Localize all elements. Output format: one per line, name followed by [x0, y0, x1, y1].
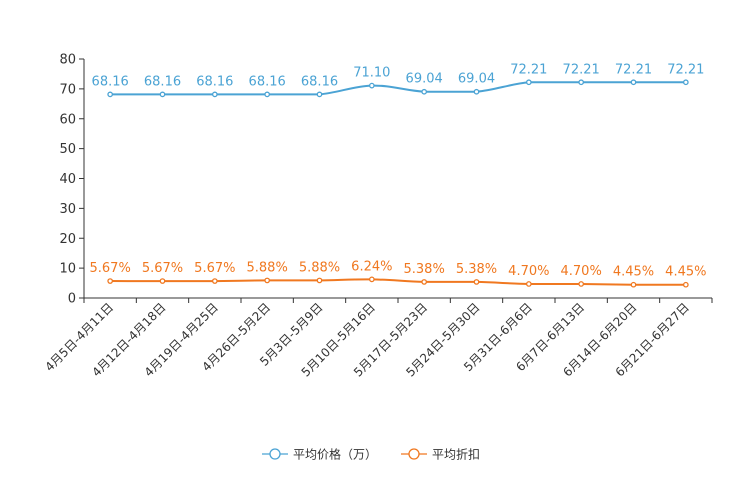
data-label: 68.16: [196, 74, 233, 89]
data-label: 68.16: [249, 74, 286, 89]
data-point: [264, 277, 271, 284]
data-label: 69.04: [406, 72, 443, 87]
data-point: [630, 281, 637, 288]
series-average-price: 68.16 68.16 68.16 68.16 68.16 71.10 69.04 69.04…: [92, 62, 704, 98]
data-point: [211, 278, 218, 284]
data-label: 5.38%: [404, 262, 445, 277]
data-label: 72.21: [615, 62, 652, 77]
data-point: [159, 91, 166, 98]
data-point: [368, 82, 375, 89]
data-point: [107, 91, 114, 98]
data-point: [368, 276, 375, 283]
data-label: 5.88%: [247, 260, 288, 275]
legend-item: 平均价格（万）: [262, 447, 377, 462]
data-label: 72.21: [667, 62, 704, 77]
series-lines: 68.16 68.16 68.16 68.16 68.16 71.10 69.04 69.04…: [90, 62, 706, 288]
y-tick-label: 20: [59, 232, 76, 247]
data-label: 68.16: [301, 74, 338, 89]
data-label: 71.10: [353, 66, 390, 81]
data-label: 72.21: [510, 62, 547, 77]
data-label: 72.21: [563, 62, 600, 77]
data-label: 69.04: [458, 72, 495, 87]
legend-marker: [408, 448, 420, 460]
data-point: [159, 278, 166, 284]
y-tick-label: 70: [59, 82, 76, 97]
data-label: 5.67%: [194, 261, 235, 276]
data-label: 5.88%: [299, 260, 340, 275]
data-point: [578, 79, 585, 86]
data-label: 68.16: [144, 74, 181, 89]
legend-label: 平均价格（万）: [293, 447, 377, 462]
data-label: 4.45%: [665, 265, 706, 280]
series-line: [110, 81, 686, 96]
data-label: 6.24%: [351, 259, 392, 274]
data-label: 68.16: [92, 74, 129, 89]
data-label: 5.38%: [456, 262, 497, 277]
y-tick-label: 60: [59, 112, 76, 127]
y-tick-label: 30: [59, 202, 76, 217]
data-label: 4.70%: [508, 264, 549, 279]
y-tick-label: 50: [59, 142, 76, 157]
data-label: 5.67%: [142, 261, 183, 276]
data-point: [316, 277, 323, 284]
y-tick-label: 80: [59, 53, 76, 68]
series-average-discount: 5.67% 5.67% 5.67% 5.88% 5.88% 6.24% 5.38% 5.38%…: [90, 259, 706, 288]
axes: 010203040506070804月5日-4月11日4月12日-4月18日4月…: [42, 53, 713, 380]
legend-label: 平均折扣: [432, 447, 480, 462]
data-point: [211, 91, 218, 98]
data-point: [578, 281, 585, 287]
legend-marker: [269, 448, 281, 460]
data-point: [473, 88, 480, 95]
data-point: [264, 91, 271, 98]
data-point: [525, 281, 532, 287]
series-line: [110, 278, 686, 286]
data-point: [107, 278, 114, 284]
y-tick-label: 0: [68, 292, 76, 307]
data-point: [682, 79, 689, 86]
data-point: [630, 79, 637, 86]
data-point: [473, 279, 480, 285]
data-label: 4.45%: [613, 265, 654, 280]
data-point: [682, 281, 689, 288]
data-point: [421, 88, 428, 95]
data-label: 5.67%: [90, 261, 131, 276]
y-tick-label: 10: [59, 262, 76, 277]
data-label: 4.70%: [561, 264, 602, 279]
y-tick-label: 40: [59, 172, 76, 187]
legend-item: 平均折扣: [401, 447, 480, 462]
data-point: [421, 279, 428, 285]
data-point: [316, 91, 323, 98]
data-point: [525, 79, 532, 86]
legend: 平均价格（万） 平均折扣: [262, 447, 480, 462]
